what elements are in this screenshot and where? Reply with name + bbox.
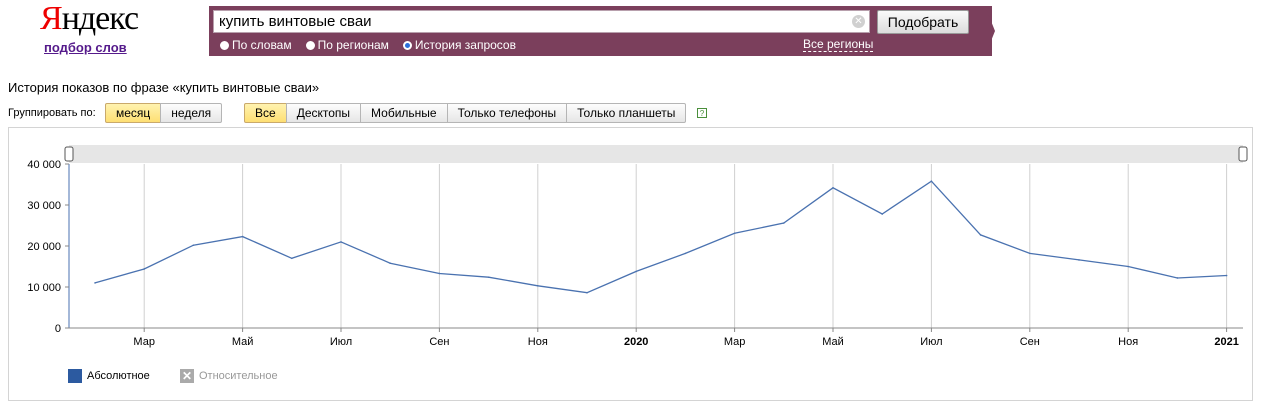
legend-relative-swatch: ✕ (180, 369, 194, 383)
device-button[interactable]: Только планшеты (566, 103, 687, 123)
data-point (389, 262, 392, 265)
range-navigator (69, 145, 1243, 163)
legend-absolute-swatch (68, 369, 82, 383)
data-point (635, 270, 637, 273)
legend-absolute[interactable]: Абсолютное (68, 369, 150, 383)
x-tick-label: Мар (724, 336, 746, 348)
y-tick-label: 0 (55, 323, 61, 335)
data-point (783, 222, 785, 224)
device-button[interactable]: Все (244, 103, 287, 123)
search-input[interactable] (213, 10, 870, 33)
data-point (192, 244, 195, 246)
data-point (1127, 265, 1129, 268)
period-button[interactable]: неделя (160, 103, 223, 123)
data-point (291, 257, 293, 260)
device-button[interactable]: Десктопы (285, 103, 362, 123)
group-by-label: Группировать по: (8, 107, 96, 119)
y-tick-label: 30 000 (27, 200, 61, 212)
data-point (537, 284, 539, 287)
device-button[interactable]: Мобильные (360, 103, 448, 123)
data-point (1078, 259, 1080, 261)
data-point (684, 252, 687, 255)
x-tick-label: Июл (330, 336, 352, 348)
x-tick-label: Май (822, 336, 844, 348)
all-regions-link[interactable]: Все регионы (803, 37, 874, 52)
y-tick-label: 20 000 (27, 241, 61, 253)
data-point (930, 180, 933, 183)
radio-label: По словам (232, 38, 292, 52)
chart-panel (8, 127, 1253, 401)
data-point (1225, 274, 1228, 277)
period-button[interactable]: месяц (105, 103, 162, 123)
history-line-chart: 0 10 000 20 000 30 000 40 000 Мар Май Июл Сен Ноя… (27, 145, 1248, 348)
wordstat-link[interactable]: подбор слов (44, 40, 127, 55)
page-title: История показов по фразе «купить винтовы… (8, 80, 320, 95)
x-tick-label: Сен (429, 336, 449, 348)
data-point (143, 268, 145, 270)
data-point (438, 272, 441, 275)
data-point (94, 282, 96, 284)
range-handle-left (64, 146, 74, 162)
y-tick-label: 40 000 (27, 159, 61, 171)
legend-absolute-label: Абсолютное (87, 370, 150, 382)
x-tick-label: 2020 (624, 336, 648, 348)
search-mode-radios: По словам По регионам История запросов (220, 38, 516, 52)
x-tick-label: Ноя (528, 336, 548, 348)
data-point (487, 276, 490, 278)
data-point (241, 235, 244, 238)
data-point (1029, 252, 1031, 255)
legend-relative[interactable]: ✕ Относительное (180, 369, 278, 383)
x-tick-label: Мар (133, 336, 155, 348)
x-tick-label: Ноя (1118, 336, 1138, 348)
search-mode-radio[interactable]: История запросов (402, 38, 516, 52)
radio-label: История запросов (414, 38, 516, 52)
data-point (340, 241, 342, 243)
data-point (832, 186, 834, 189)
data-point (733, 232, 736, 235)
data-point (1176, 277, 1179, 279)
search-mode-radio[interactable]: По словам (220, 38, 292, 52)
radio-dot (402, 40, 412, 50)
search-mode-radio[interactable]: По регионам (305, 38, 389, 52)
x-tick-label: Июл (920, 336, 942, 348)
data-point (881, 213, 883, 215)
radio-dot (305, 40, 315, 50)
legend-relative-label: Относительное (199, 370, 278, 382)
series-line (94, 180, 1227, 294)
x-tick-label: Май (232, 336, 254, 348)
search-panel-arrow (985, 6, 995, 56)
device-button[interactable]: Только телефоны (446, 103, 568, 123)
device-filter: Все Десктопы Мобильные Только телефоны Тольк… (244, 103, 687, 123)
data-point (979, 234, 982, 236)
x-tick-label: Сен (1020, 336, 1040, 348)
x-tick-label: 2021 (1214, 336, 1238, 348)
period-toggle: месяц неделя (105, 103, 223, 123)
radio-dot (220, 40, 229, 50)
yandex-logo[interactable]: Яндекс (40, 0, 139, 37)
radio-label: По регионам (317, 38, 389, 52)
y-tick-label: 10 000 (27, 282, 61, 294)
range-handle-right (1238, 146, 1248, 162)
clear-icon[interactable]: ✕ (852, 15, 865, 28)
data-point (586, 291, 588, 294)
search-button[interactable]: Подобрать (877, 10, 969, 34)
help-icon[interactable]: ? (697, 108, 707, 118)
